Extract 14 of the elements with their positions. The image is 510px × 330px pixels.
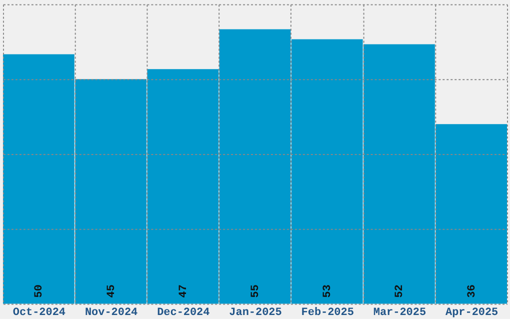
x-tick-label: Oct-2024 [12, 307, 66, 320]
data-label: 52 [394, 284, 406, 298]
x-tick-label: Nov-2024 [84, 307, 138, 320]
x-tick-label: Apr-2025 [445, 307, 499, 320]
x-tick-label: Dec-2024 [157, 307, 210, 320]
data-label: 47 [178, 284, 190, 298]
x-tick-label: Mar-2025 [373, 307, 426, 320]
x-tick-label: Jan-2025 [229, 307, 282, 320]
data-label: 55 [250, 284, 262, 298]
data-label: 50 [34, 284, 46, 298]
data-label: 45 [106, 284, 118, 298]
x-tick-label: Feb-2025 [301, 307, 354, 320]
data-label: 53 [322, 284, 334, 298]
data-label: 36 [466, 284, 478, 298]
